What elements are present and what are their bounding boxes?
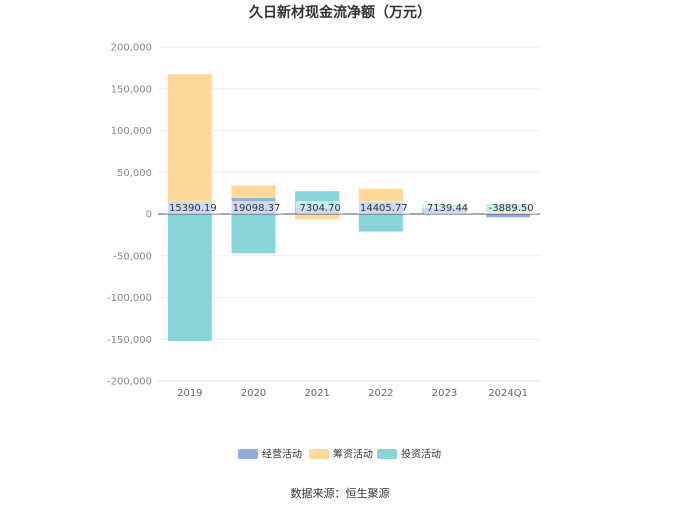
data-label: 19098.37 <box>233 203 281 214</box>
bar-2019-投资活动[interactable] <box>167 214 212 341</box>
bar-2024Q1-经营活动[interactable] <box>486 214 531 218</box>
bar-2022-投资活动[interactable] <box>358 214 403 232</box>
x-tick-label: 2024Q1 <box>488 388 528 399</box>
legend[interactable]: 经营活动 筹资活动 投资活动 <box>238 448 441 461</box>
x-axis: 2019 2020 2021 2022 2023 2024Q1 <box>158 380 540 399</box>
legend-label: 经营活动 <box>262 448 302 461</box>
x-tick-label: 2020 <box>241 388 266 399</box>
legend-item-筹资活动[interactable]: 筹资活动 <box>309 448 373 461</box>
y-tick-label: 0 <box>146 210 152 221</box>
legend-swatch <box>238 449 258 459</box>
y-tick-label: 50,000 <box>117 168 152 179</box>
x-tick-label: 2021 <box>304 388 329 399</box>
bars <box>167 74 531 341</box>
bar-2019-筹资活动[interactable] <box>167 74 212 202</box>
bar-2020-筹资活动[interactable] <box>231 185 276 199</box>
y-tick-label: 200,000 <box>111 43 152 54</box>
y-tick-label: 150,000 <box>111 84 152 95</box>
data-label: 7139.44 <box>427 203 468 214</box>
data-label-bg <box>229 201 284 214</box>
bar-2021-筹资活动[interactable] <box>295 214 340 220</box>
chart-title: 久日新材现金流净额（万元） <box>248 4 431 21</box>
data-label: 14405.77 <box>360 203 408 214</box>
data-label: 15390.19 <box>169 203 217 214</box>
legend-swatch <box>377 449 397 459</box>
legend-swatch <box>309 449 329 459</box>
legend-label: 投资活动 <box>401 448 441 461</box>
y-tick-label: -200,000 <box>107 377 152 388</box>
bar-2022-筹资活动[interactable] <box>358 188 403 202</box>
legend-label: 筹资活动 <box>333 448 373 461</box>
data-label: 7304.70 <box>299 203 340 214</box>
y-tick-label: -150,000 <box>107 335 152 346</box>
x-tick-label: 2022 <box>368 388 393 399</box>
data-label-bg <box>165 201 221 214</box>
data-source: 数据来源：恒生聚源 <box>291 486 390 500</box>
data-labels: 15390.19 19098.37 7304.70 14405.77 7139.44 -3… <box>165 201 539 214</box>
x-tick-label: 2023 <box>432 388 457 399</box>
y-axis: 200,000 150,000 100,000 50,000 0 -50,000 -100,… <box>107 43 152 388</box>
y-tick-label: -50,000 <box>113 251 152 262</box>
bar-2020-投资活动[interactable] <box>231 214 276 254</box>
y-tick-label: -100,000 <box>107 293 152 304</box>
legend-item-投资活动[interactable]: 投资活动 <box>377 448 441 461</box>
y-tick-label: 100,000 <box>111 126 152 137</box>
legend-item-经营活动[interactable]: 经营活动 <box>238 448 302 461</box>
data-label-bg <box>483 201 539 214</box>
data-label-bg <box>356 201 412 214</box>
data-label-bg <box>423 201 472 214</box>
x-tick-label: 2019 <box>177 388 202 399</box>
data-label: -3889.50 <box>489 203 534 214</box>
data-label-bg <box>295 201 345 214</box>
